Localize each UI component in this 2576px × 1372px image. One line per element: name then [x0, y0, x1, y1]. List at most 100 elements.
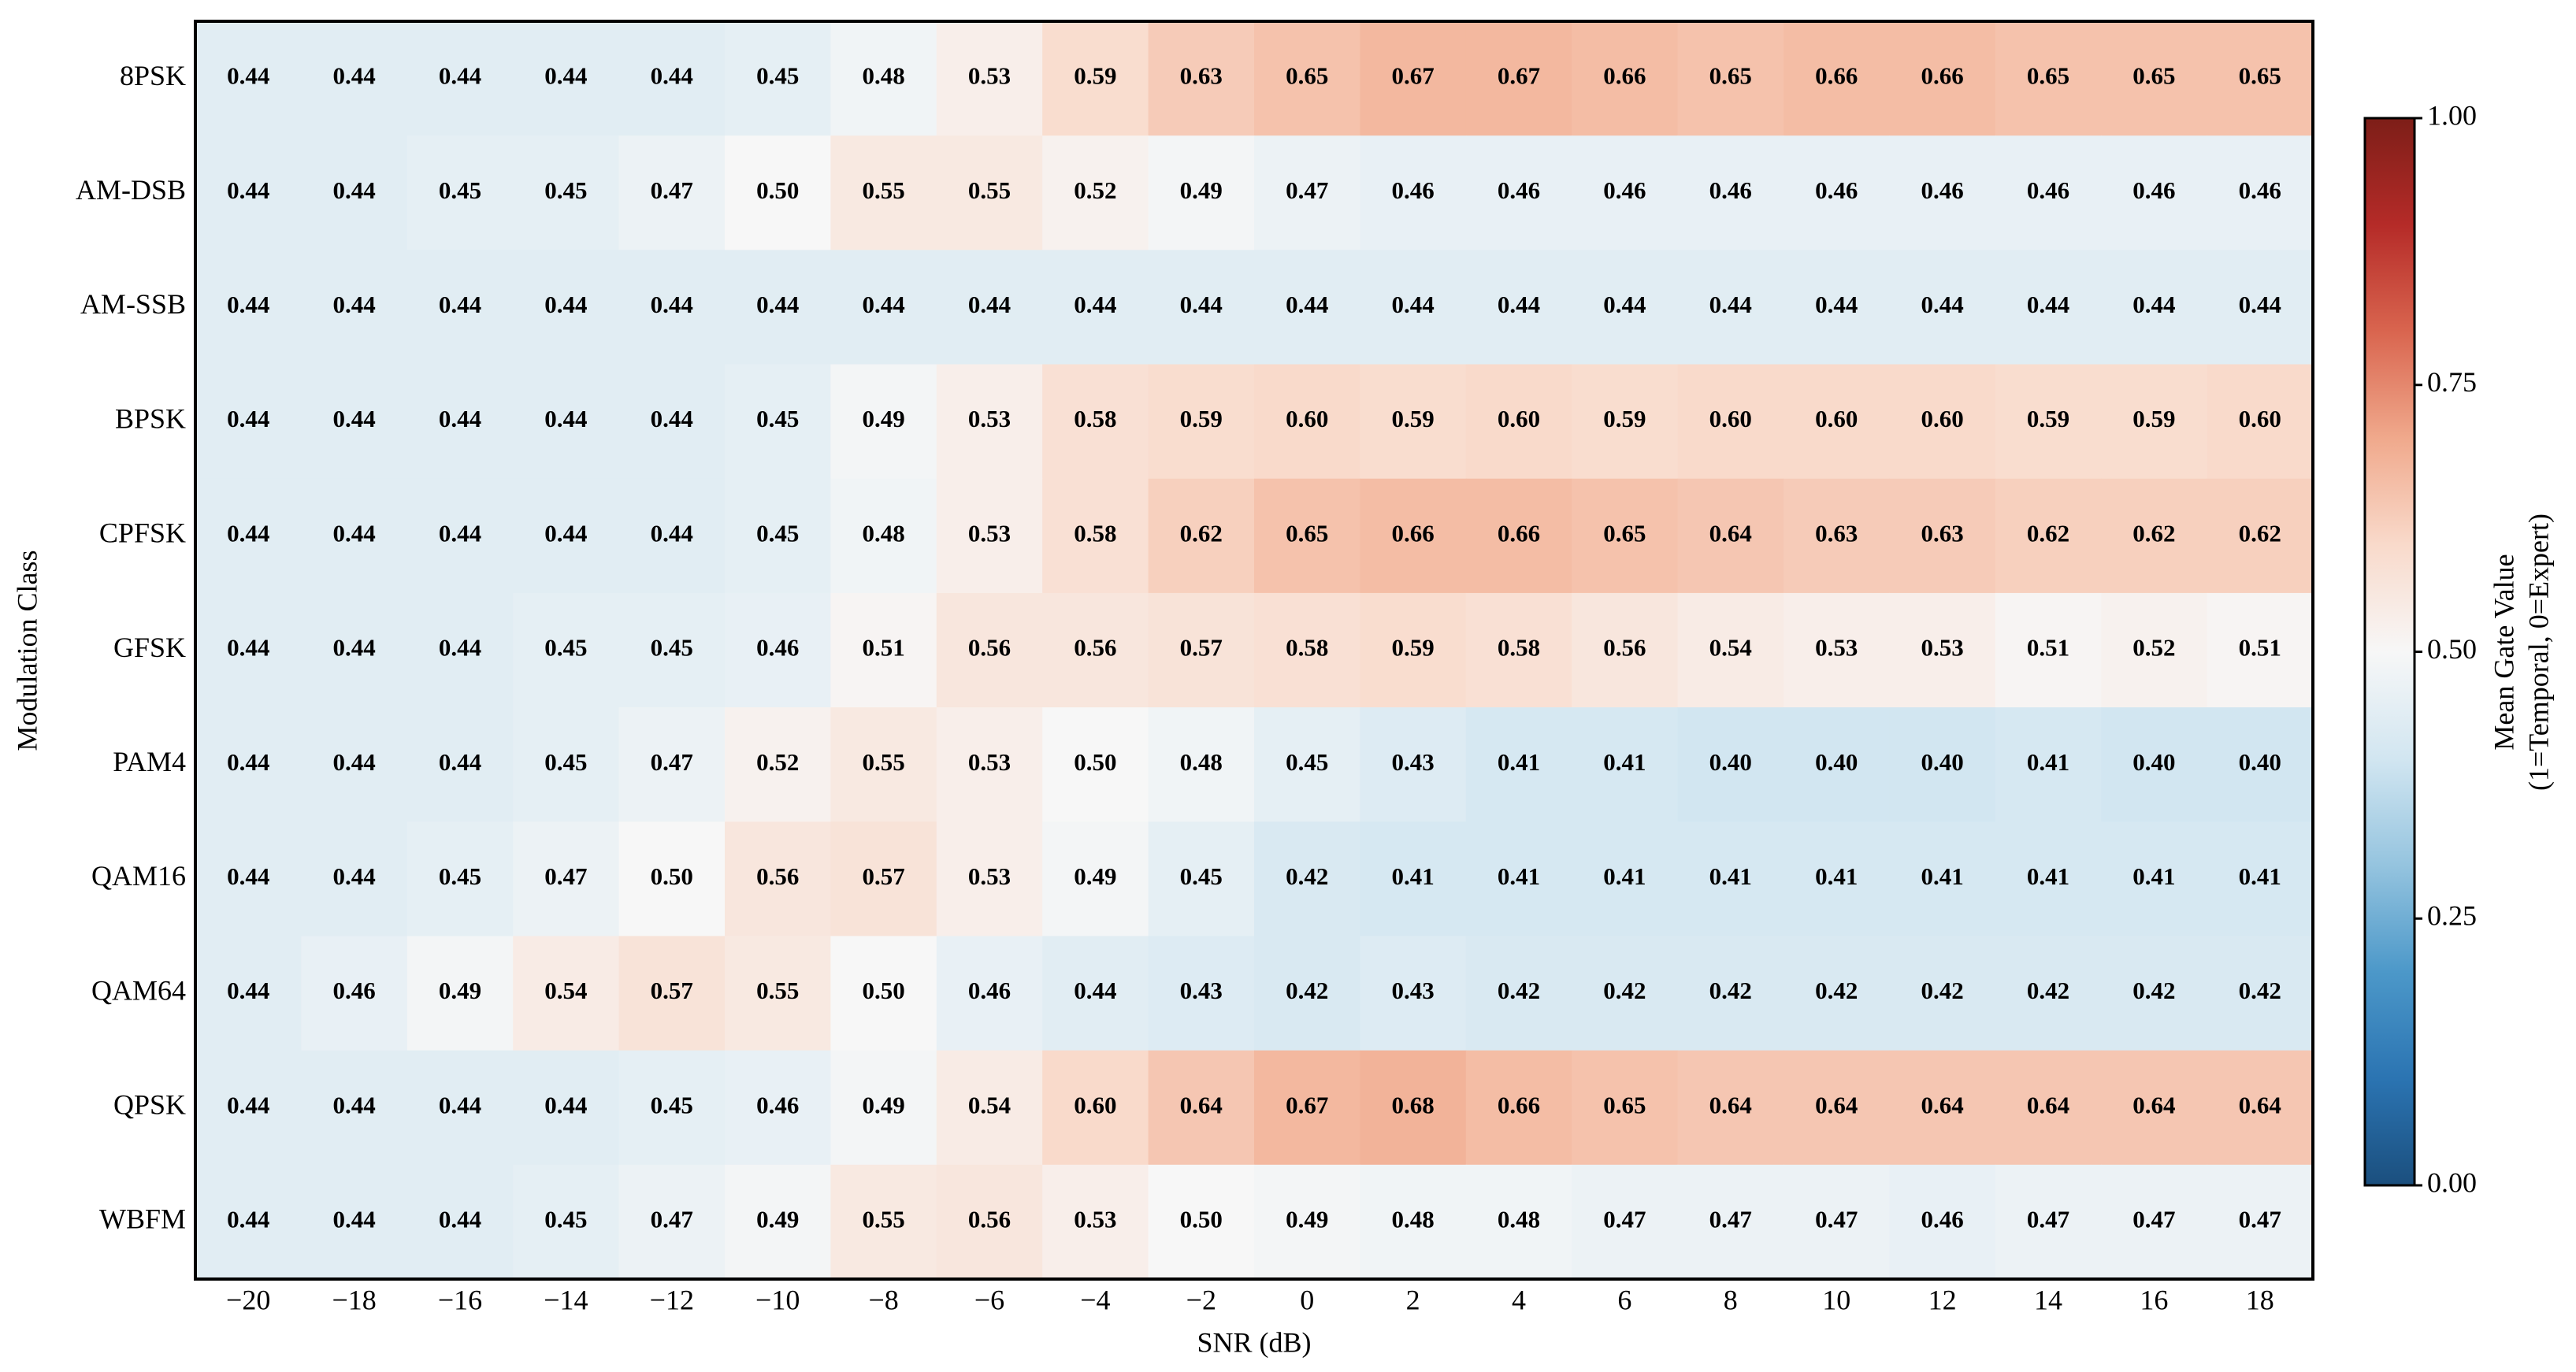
cell-label: 0.66 — [1391, 519, 1434, 547]
cell-label: 0.41 — [1921, 862, 1963, 890]
x-tick-label: −20 — [226, 1284, 270, 1315]
cell-label: 0.44 — [651, 291, 693, 318]
heatmap-cell — [2101, 478, 2208, 594]
heatmap-cell — [195, 135, 302, 250]
cell-label: 0.64 — [1180, 1091, 1223, 1118]
heatmap-cell — [1360, 250, 1467, 365]
cell-label: 0.59 — [1074, 62, 1116, 90]
cell-label: 0.47 — [1286, 176, 1328, 204]
heatmap-cell — [1677, 936, 1784, 1051]
cell-label: 0.41 — [1498, 748, 1540, 776]
cell-label: 0.48 — [1391, 1206, 1434, 1233]
cell-label: 0.44 — [2132, 291, 2175, 318]
cell-label: 0.45 — [1286, 748, 1328, 776]
cell-label: 0.60 — [1709, 405, 1752, 432]
cell-label: 0.54 — [968, 1091, 1011, 1118]
cell-label: 0.58 — [1074, 405, 1116, 432]
heatmap-cell — [2207, 821, 2314, 937]
heatmap-cell — [1360, 707, 1467, 822]
heatmap-cell — [1995, 135, 2102, 250]
heatmap-cell — [195, 364, 302, 480]
heatmap-cell — [1677, 364, 1784, 480]
heatmap-cell — [2101, 21, 2208, 136]
cell-label: 0.59 — [2027, 405, 2069, 432]
x-tick-label: 8 — [1724, 1284, 1738, 1315]
cell-label: 0.55 — [862, 748, 904, 776]
heatmap-cell — [1465, 250, 1572, 365]
heatmap-cell — [1148, 135, 1255, 250]
cell-label: 0.63 — [1815, 519, 1858, 547]
heatmap-cell — [1889, 936, 1996, 1051]
cell-label: 0.44 — [1180, 291, 1223, 318]
cell-label: 0.46 — [1498, 176, 1540, 204]
heatmap-cell — [1889, 135, 1996, 250]
heatmap-cell — [1254, 821, 1360, 937]
cell-label: 0.41 — [2239, 862, 2281, 890]
heatmap-cell — [1889, 250, 1996, 365]
cell-label: 0.48 — [1498, 1206, 1540, 1233]
cell-label: 0.44 — [439, 1206, 481, 1233]
cell-label: 0.47 — [544, 862, 587, 890]
heatmap-cell — [1465, 707, 1572, 822]
x-tick-label: −16 — [438, 1284, 482, 1315]
cell-label: 0.55 — [862, 1206, 904, 1233]
heatmap-cell — [1572, 1050, 1679, 1166]
cell-label: 0.64 — [1921, 1091, 1963, 1118]
cell-label: 0.59 — [1391, 405, 1434, 432]
cell-label: 0.41 — [1709, 862, 1752, 890]
heatmap-cell — [618, 936, 726, 1051]
heatmap-cell — [301, 478, 408, 594]
cell-label: 0.53 — [1921, 634, 1963, 662]
heatmap-cell — [406, 592, 514, 708]
y-tick-label: AM-SSB — [80, 288, 186, 320]
cell-label: 0.44 — [332, 1206, 375, 1233]
heatmap-cell — [2207, 135, 2314, 250]
heatmap-cell — [725, 936, 831, 1051]
heatmap-cell — [1254, 250, 1360, 365]
y-tick-label: BPSK — [115, 402, 186, 434]
heatmap-cell — [2207, 592, 2314, 708]
cell-label: 0.43 — [1391, 748, 1434, 776]
heatmap-cell — [725, 592, 831, 708]
heatmap-cell — [1148, 250, 1255, 365]
heatmap-cell — [936, 936, 1043, 1051]
cell-label: 0.56 — [968, 634, 1011, 662]
cell-label: 0.44 — [439, 519, 481, 547]
heatmap-cell — [830, 250, 937, 365]
heatmap-cell — [1254, 707, 1360, 822]
cell-label: 0.65 — [1286, 62, 1328, 90]
cell-label: 0.57 — [651, 977, 693, 1004]
cell-label: 0.53 — [968, 748, 1011, 776]
heatmap-cell — [301, 936, 408, 1051]
cell-label: 0.65 — [1709, 62, 1752, 90]
heatmap-cell — [1889, 21, 1996, 136]
cell-label: 0.44 — [651, 519, 693, 547]
cell-label: 0.44 — [2239, 291, 2281, 318]
heatmap-cell — [1148, 1164, 1255, 1280]
cell-label: 0.46 — [1709, 176, 1752, 204]
x-tick-label: −2 — [1186, 1284, 1216, 1315]
cell-label: 0.63 — [1921, 519, 1963, 547]
heatmap-cell — [513, 21, 620, 136]
heatmap-cell — [1148, 364, 1255, 480]
heatmap-cell — [1254, 478, 1360, 594]
cell-label: 0.49 — [1180, 176, 1223, 204]
cell-label: 0.57 — [862, 862, 904, 890]
heatmap-cell — [1889, 1050, 1996, 1166]
cell-label: 0.44 — [332, 291, 375, 318]
x-tick-label: 16 — [2140, 1284, 2168, 1315]
heatmap-cell — [725, 478, 831, 594]
x-axis-label: SNR (dB) — [1197, 1326, 1311, 1358]
cell-label: 0.64 — [1815, 1091, 1858, 1118]
cell-label: 0.48 — [862, 62, 904, 90]
cell-label: 0.67 — [1391, 62, 1434, 90]
heatmap-cell — [1889, 592, 1996, 708]
heatmap-cell — [1148, 592, 1255, 708]
heatmap-cell — [1042, 1164, 1149, 1280]
cell-label: 0.46 — [2239, 176, 2281, 204]
cell-label: 0.44 — [2027, 291, 2069, 318]
heatmap-cell — [1995, 936, 2102, 1051]
heatmap-cell — [195, 821, 302, 937]
cell-label: 0.66 — [1498, 519, 1540, 547]
heatmap-cell — [936, 250, 1043, 365]
